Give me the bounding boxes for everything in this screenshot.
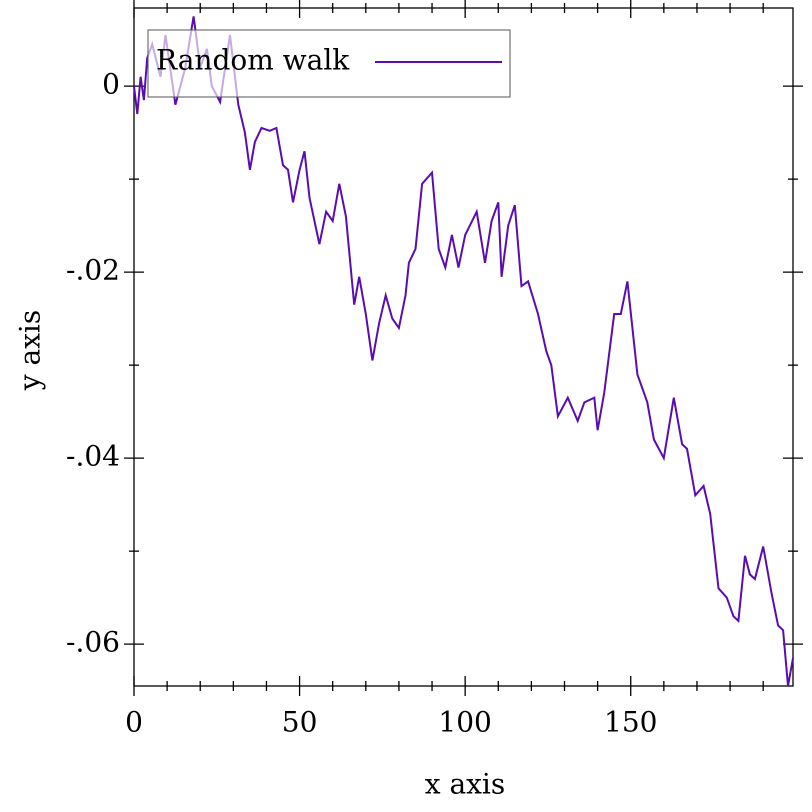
- y-tick-label: -.06: [66, 626, 120, 659]
- legend-label: Random walk: [156, 44, 350, 77]
- y-tick-label: -.04: [66, 440, 120, 473]
- y-axis-label: y axis: [14, 310, 47, 392]
- data-line: [133, 16, 794, 687]
- x-axis-label: x axis: [425, 768, 506, 801]
- x-tick-label: 0: [125, 706, 143, 739]
- legend-box: [147, 29, 511, 98]
- x-tick-label: 150: [604, 706, 657, 739]
- y-tick-label: 0: [102, 68, 120, 101]
- y-tick-label: -.02: [66, 254, 120, 287]
- x-tick-label: 50: [282, 706, 318, 739]
- x-tick-label: 100: [438, 706, 491, 739]
- legend: Random walk: [147, 29, 511, 98]
- plot-frame: [133, 7, 794, 687]
